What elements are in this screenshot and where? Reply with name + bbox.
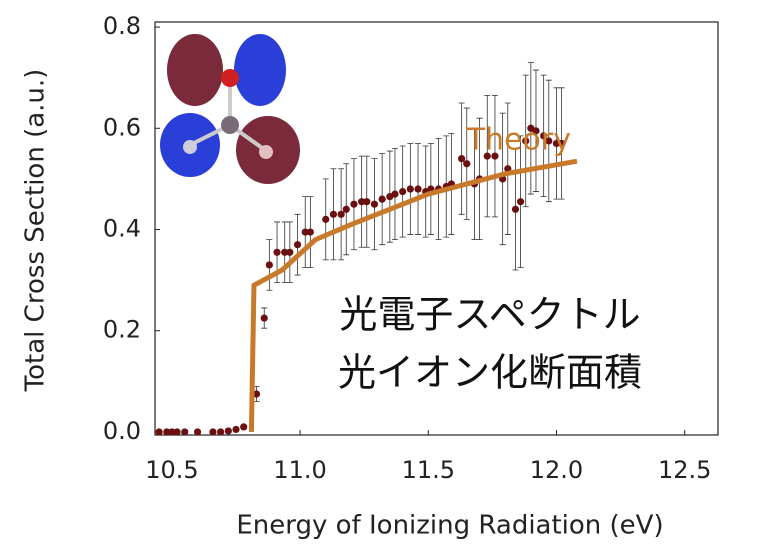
y-tick-label: 0.8 [103,12,141,40]
y-tick-label: 0.0 [103,417,141,445]
data-point [173,428,180,435]
x-tick-label: 11.0 [273,456,326,484]
data-point [399,188,406,195]
page: Energy of Ionizing Radiation (eV) Total … [0,0,771,546]
y-tick-label: 0.6 [103,113,141,141]
x-tick-label: 12.0 [530,456,583,484]
data-point [458,155,465,162]
atom [221,116,239,134]
data-point [391,190,398,197]
data-point [414,185,421,192]
data-point [232,426,239,433]
x-tick-label: 12.5 [658,456,711,484]
y-tick-label: 0.2 [103,316,141,344]
y-axis-title: Total Cross Section (a.u.) [21,69,51,393]
data-point [407,185,414,192]
data-point [286,249,293,256]
data-point [181,428,188,435]
orbital-lobe [234,34,286,106]
atom [259,145,273,159]
data-point [463,160,470,167]
data-point [512,206,519,213]
data-point [217,428,224,435]
annotation: 光電子スペクトル [339,293,640,337]
data-point [350,201,357,208]
data-point [261,314,268,321]
data-point [363,198,370,205]
data-point [307,228,314,235]
data-point [294,241,301,248]
series-label: Theory [466,123,571,158]
data-point [273,249,280,256]
data-point [322,216,329,223]
atom [183,140,197,154]
molecule-inset [160,34,300,184]
y-tick-label: 0.4 [103,215,141,243]
data-point [209,428,216,435]
data-point [338,211,345,218]
data-point [379,196,386,203]
data-point [156,428,163,435]
orbital-lobe [167,34,223,106]
chart: Energy of Ionizing Radiation (eV) Total … [0,0,771,546]
data-point [225,427,232,434]
data-point [371,201,378,208]
data-point [330,211,337,218]
data-point [517,198,524,205]
atom [221,69,239,87]
x-tick-label: 10.5 [145,456,198,484]
x-axis-title: Energy of Ionizing Radiation (eV) [236,511,663,541]
x-tick-label: 11.5 [402,456,455,484]
data-point [266,261,273,268]
data-point [343,206,350,213]
data-point [194,428,201,435]
data-point [240,423,247,430]
annotation: 光イオン化断面積 [338,351,642,395]
